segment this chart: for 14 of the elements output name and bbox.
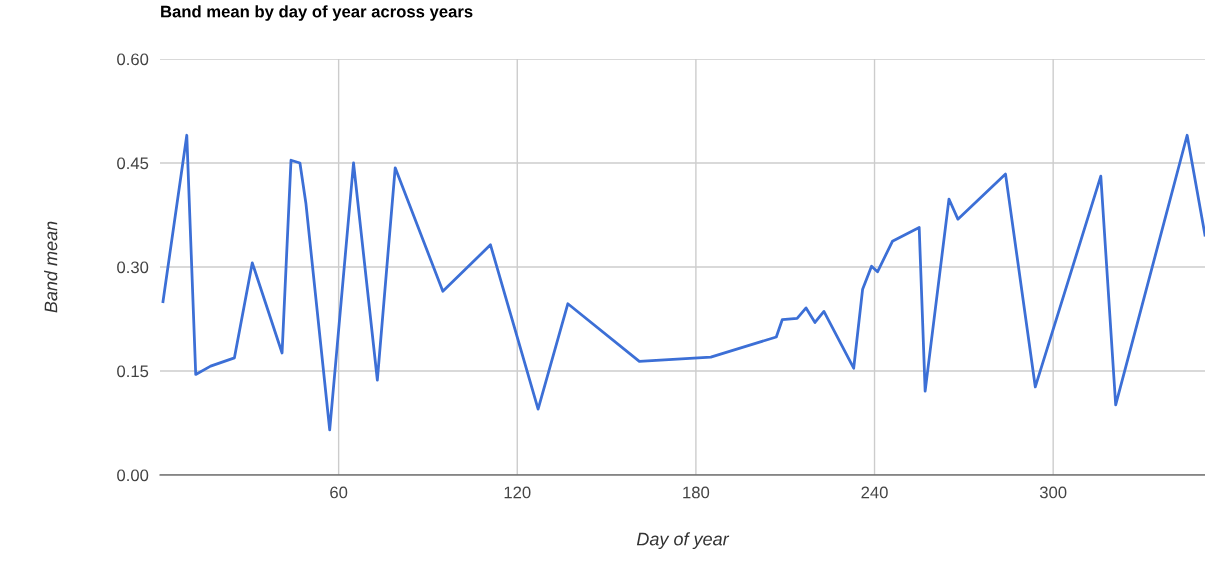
y-tick-label: 0.15 (117, 365, 149, 378)
x-tick-label: 60 (330, 486, 348, 499)
y-axis-title: Band mean (44, 221, 58, 313)
x-tick-label: 120 (504, 486, 531, 499)
x-tick-label: 180 (683, 486, 710, 499)
x-tick-label: 240 (861, 486, 888, 499)
y-tick-label: 0.60 (117, 53, 149, 66)
line-series (161, 133, 1205, 432)
y-tick-label: 0.30 (117, 261, 149, 274)
x-tick-label: 300 (1039, 486, 1067, 499)
y-tick-label: 0.45 (117, 157, 149, 170)
x-axis-title: Day of year (636, 532, 730, 550)
y-tick-label: 0.00 (117, 469, 149, 482)
chart-title: Band mean by day of year across years (161, 5, 473, 21)
